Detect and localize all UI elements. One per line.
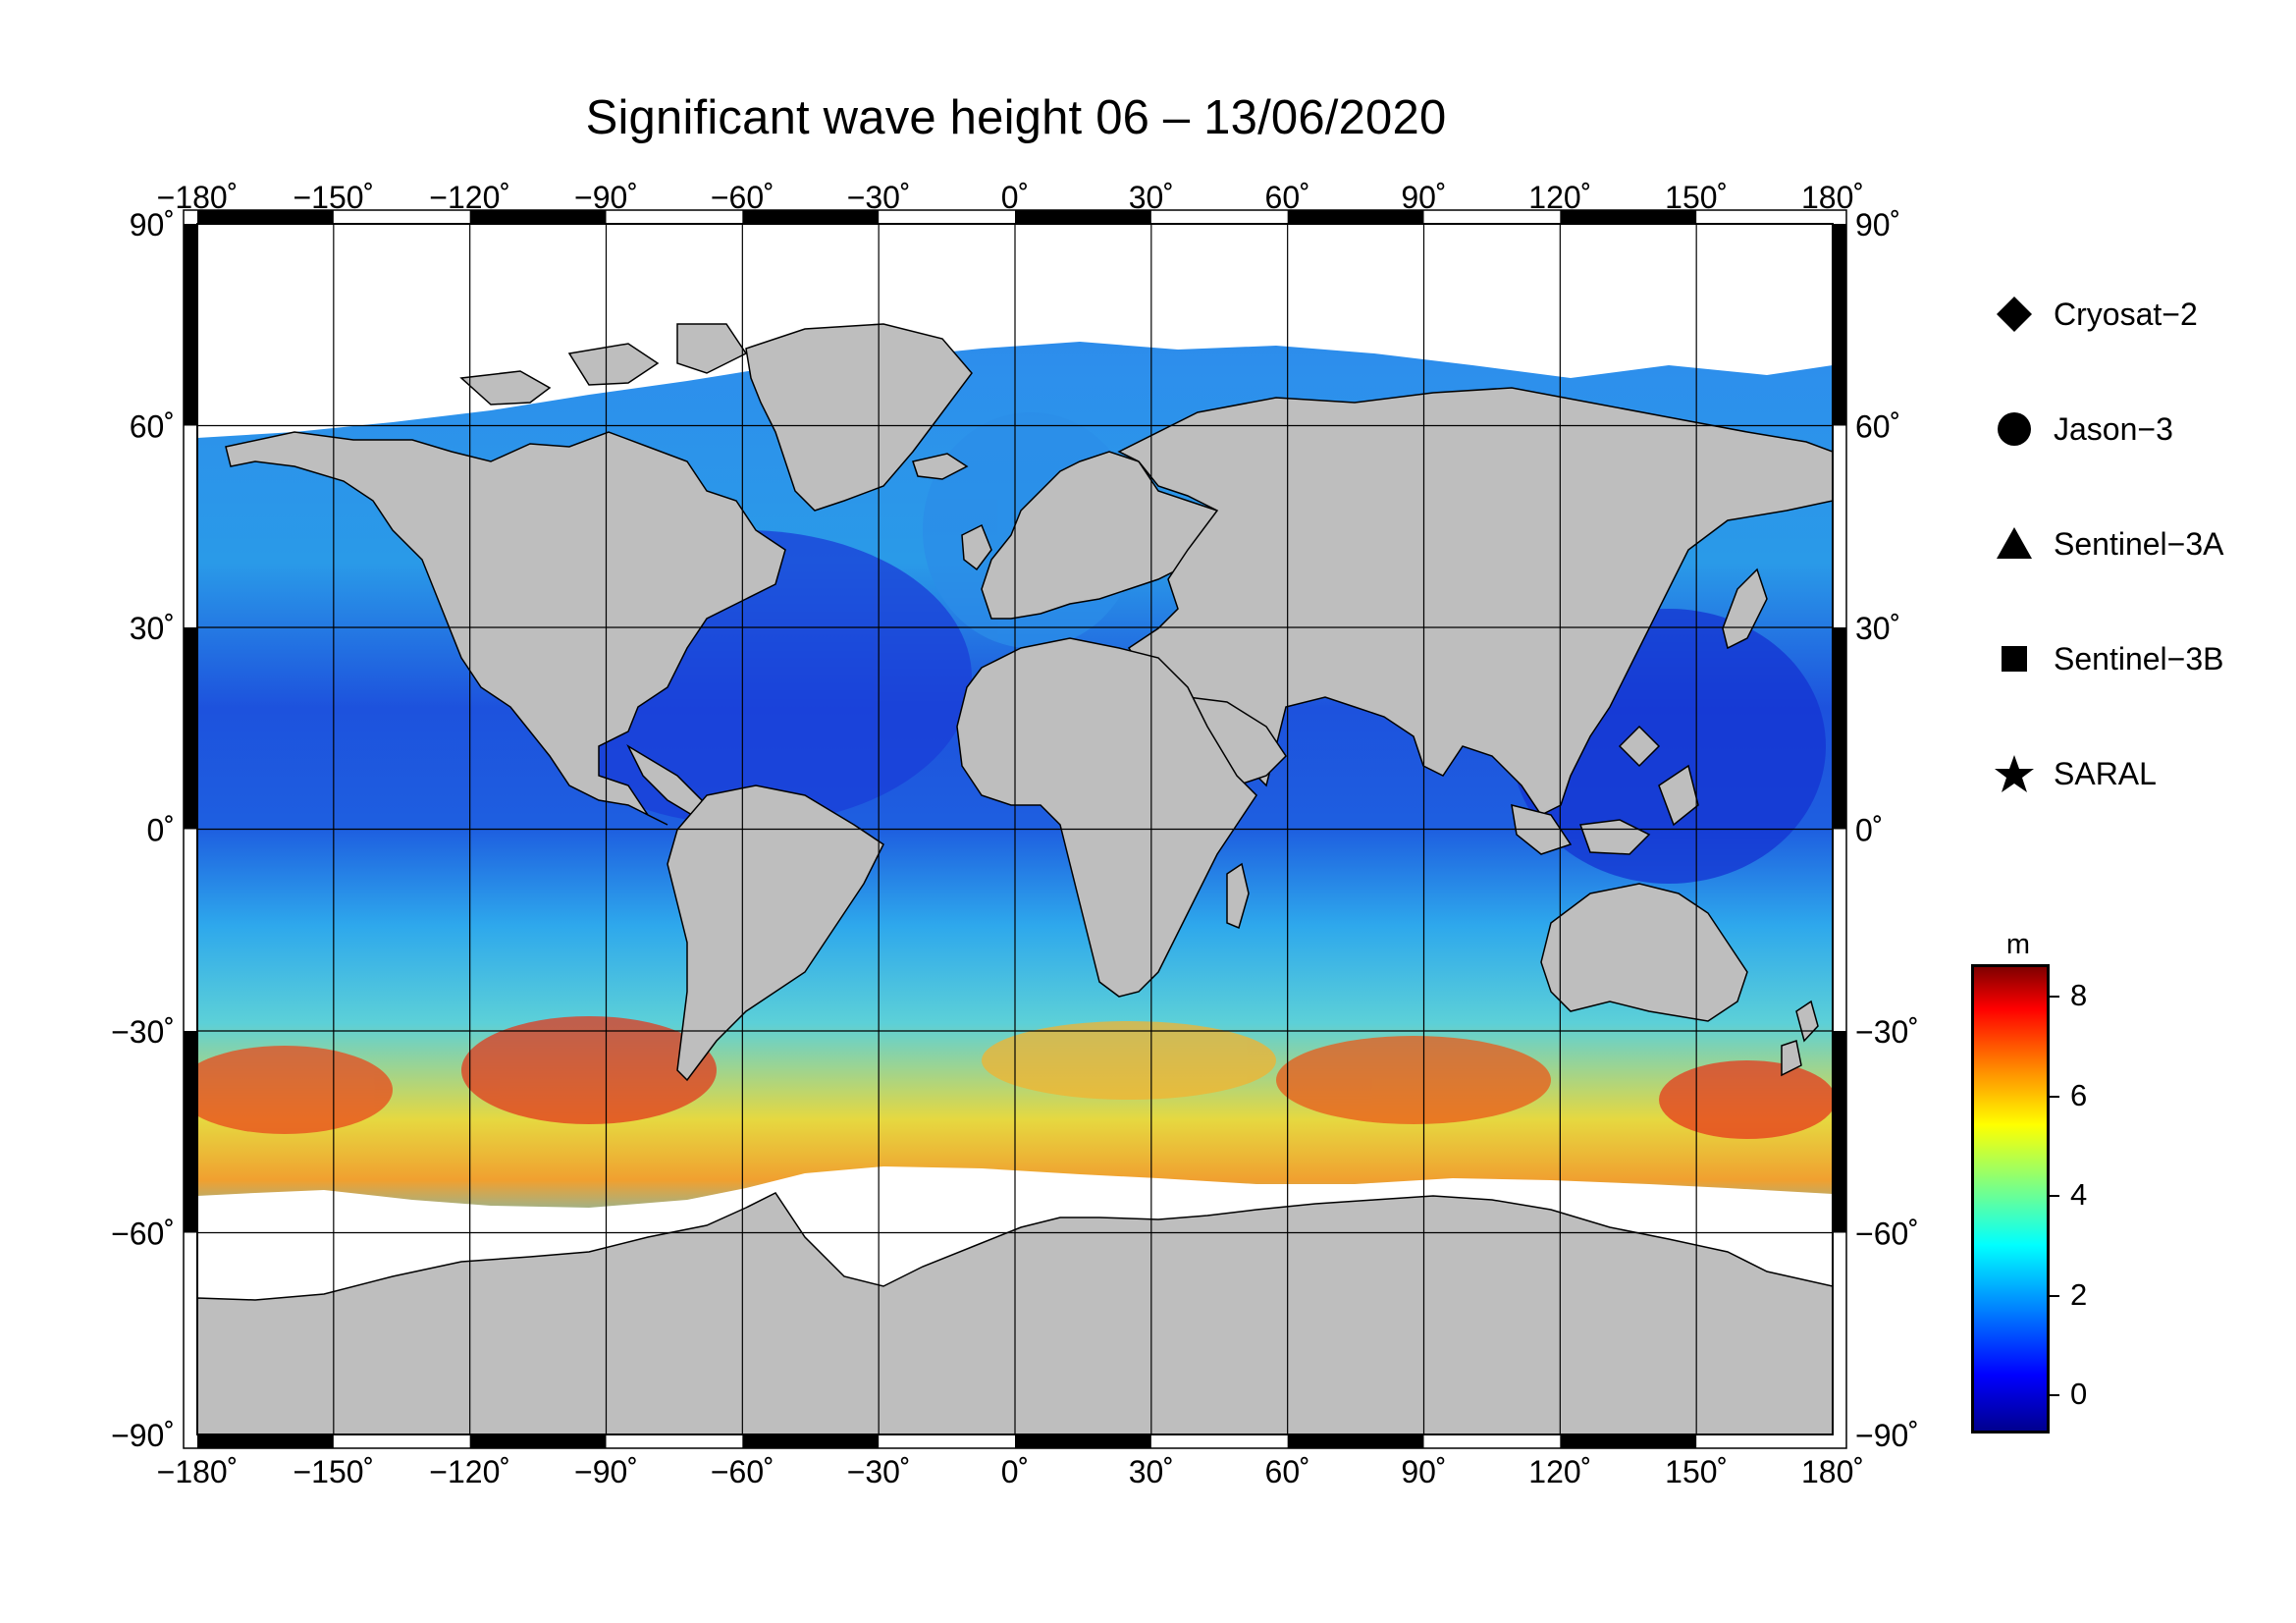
lon-tick-label-top: 30˚ [1129,180,1174,215]
lat-tick-label-left: 30˚ [130,611,175,646]
lat-tick-label-right: 60˚ [1855,409,1900,445]
border-segment [1833,224,1846,426]
square-icon [2002,646,2027,672]
colorbar-tick-label: 2 [2070,1276,2088,1312]
border-segment [1287,1434,1424,1448]
colorbar [1971,964,2050,1434]
circle-icon [1998,412,2031,446]
legend-label: Sentinel−3B [2054,641,2224,676]
colorbar-tick-label: 0 [2070,1377,2088,1412]
lat-tick-label-right: −90˚ [1855,1418,1919,1453]
lat-tick-label-right: −30˚ [1855,1014,1919,1050]
border-segment [197,1434,334,1448]
colorbar-tick-mark [2050,1195,2059,1198]
border-segment [197,210,334,224]
legend-item-sentinel-3a: Sentinel−3A [1993,524,2287,564]
lat-tick-label-right: 30˚ [1855,611,1900,646]
diamond-icon [1997,297,2032,332]
lat-tick-label-right: 0˚ [1855,813,1883,848]
border-segment [742,1434,880,1448]
legend-label: SARAL [2054,756,2157,791]
lon-tick-label-bottom: 30˚ [1129,1454,1174,1489]
lon-tick-label-bottom: −120˚ [429,1454,510,1489]
map-title: Significant wave height 06 – 13/06/2020 [585,91,1447,144]
colorbar-tick-mark [2050,1294,2059,1297]
border-segment [1287,210,1424,224]
lon-tick-label-bottom: −180˚ [157,1454,239,1489]
lon-tick-label-top: −30˚ [847,180,911,215]
lon-tick-label-bottom: 90˚ [1401,1454,1446,1489]
colorbar-tick-label: 6 [2070,1077,2088,1112]
lon-tick-label-top: −60˚ [711,180,774,215]
border-segment [1560,210,1697,224]
lon-tick-label-top: −150˚ [293,180,374,215]
colorbar-tick-mark [2050,1394,2059,1397]
colorbar-tick-label: 8 [2070,978,2088,1013]
lon-tick-label-top: 0˚ [1001,180,1029,215]
colorbar-tick-mark [2050,996,2059,999]
lon-tick-label-top: 60˚ [1265,180,1310,215]
legend-item-saral: SARAL [1993,754,2287,793]
border-segment [1015,1434,1151,1448]
border-segment [184,224,197,426]
map-border [183,209,1847,1449]
lon-tick-label-top: 150˚ [1665,180,1728,215]
border-segment [184,627,197,830]
graticule [197,224,1833,1434]
lon-tick-label-top: −90˚ [574,180,638,215]
border-outline [183,209,1847,1449]
lon-tick-label-top: −180˚ [157,180,239,215]
border-segment [1833,1031,1846,1233]
lon-tick-label-bottom: 0˚ [1001,1454,1029,1489]
legend-label: Sentinel−3A [2054,526,2224,562]
lat-tick-label-left: 90˚ [130,207,175,243]
triangle-icon [1997,527,2032,559]
border-segment [469,1434,607,1448]
border-segment [1833,627,1846,830]
star-icon [1995,755,2034,792]
border-segment [742,210,880,224]
border-segment [184,1031,197,1233]
legend-item-cryosat: Cryosat−2 [1993,295,2287,334]
border-segment [1015,210,1151,224]
lat-tick-label-left: −90˚ [111,1418,175,1453]
lon-tick-label-top: 180˚ [1801,180,1864,215]
lat-tick-label-left: −30˚ [111,1014,175,1050]
lon-tick-label-top: −120˚ [429,180,510,215]
lon-tick-label-bottom: 120˚ [1528,1454,1591,1489]
lon-tick-label-bottom: −90˚ [574,1454,638,1489]
lon-tick-label-bottom: 60˚ [1265,1454,1310,1489]
lat-tick-label-right: 90˚ [1855,207,1900,243]
lat-tick-label-left: 60˚ [130,409,175,445]
border-segment [469,210,607,224]
legend-item-jason: Jason−3 [1993,409,2287,449]
legend-label: Jason−3 [2054,411,2173,447]
tick-labels: −180˚ −180˚ −150˚ −150˚ −120˚ −120˚ −90˚ −90˚ −6… [111,180,1919,1489]
lat-tick-label-left: 0˚ [147,813,175,848]
lon-tick-label-bottom: 150˚ [1665,1454,1728,1489]
lon-tick-label-top: 90˚ [1401,180,1446,215]
lat-tick-label-left: −60˚ [111,1217,175,1252]
lon-tick-label-bottom: −150˚ [293,1454,374,1489]
colorbar-tick-mark [2050,1095,2059,1098]
legend-label: Cryosat−2 [2054,297,2198,332]
border-segment [1560,1434,1697,1448]
lat-tick-label-right: −60˚ [1855,1217,1919,1252]
colorbar-tick-label: 4 [2070,1177,2088,1213]
lon-tick-label-bottom: −30˚ [847,1454,911,1489]
lon-tick-label-top: 120˚ [1528,180,1591,215]
legend-item-sentinel-3b: Sentinel−3B [1993,639,2287,678]
lon-tick-label-bottom: −60˚ [711,1454,774,1489]
lon-tick-label-bottom: 180˚ [1801,1454,1864,1489]
colorbar-unit: m [2005,929,2031,960]
